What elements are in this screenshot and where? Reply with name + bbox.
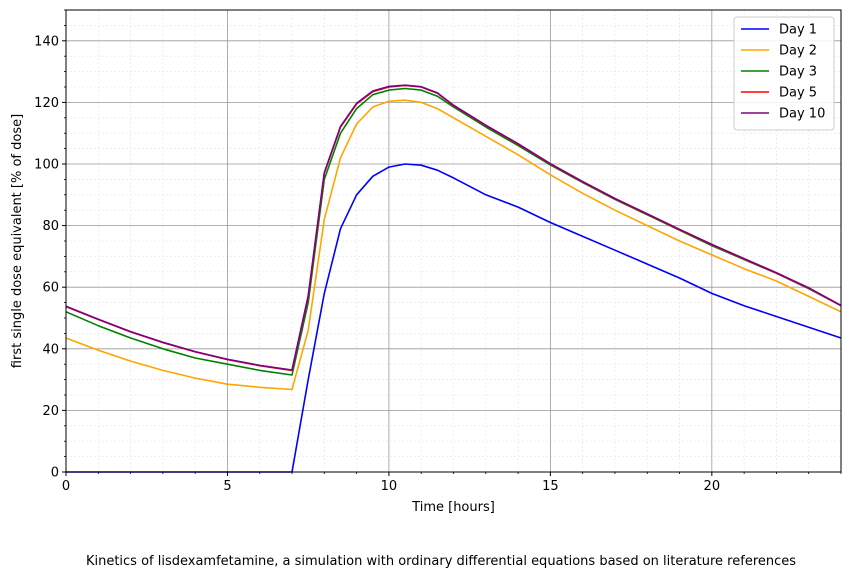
y-axis-label: first single dose equivalent [% of dose] (10, 114, 25, 368)
y-tick-label: 0 (51, 466, 59, 481)
legend-box (733, 16, 835, 131)
series-line-day-10 (65, 84, 842, 371)
series-line-day-2 (65, 99, 842, 391)
axis-ticks: 0 5 10 15 20 0 20 40 60 80 100 120 140 (34, 9, 842, 494)
y-tick-label: 20 (42, 404, 59, 419)
minor-grid (65, 9, 842, 473)
x-tick-label: 20 (704, 479, 721, 494)
x-tick-label: 0 (62, 479, 70, 494)
x-tick-label: 10 (381, 479, 398, 494)
legend-label: Day 5 (779, 86, 817, 101)
y-tick-label: 120 (34, 96, 59, 111)
y-tick-label: 140 (34, 34, 59, 49)
legend-label: Day 10 (779, 107, 825, 122)
legend: Day 1 Day 2 Day 3 Day 5 Day 10 (733, 16, 835, 131)
figure-caption: Kinetics of lisdexamfetamine, a simulati… (85, 554, 797, 569)
y-tick-label: 100 (34, 158, 59, 173)
y-tick-label: 60 (42, 281, 59, 296)
legend-label: Day 2 (779, 44, 817, 59)
y-tick-label: 80 (42, 219, 59, 234)
x-tick-label: 15 (542, 479, 559, 494)
x-tick-label: 5 (223, 479, 231, 494)
legend-label: Day 1 (779, 23, 817, 38)
y-tick-label: 40 (42, 342, 59, 357)
x-axis-label: Time [hours] (411, 500, 495, 515)
legend-label: Day 3 (779, 65, 817, 80)
